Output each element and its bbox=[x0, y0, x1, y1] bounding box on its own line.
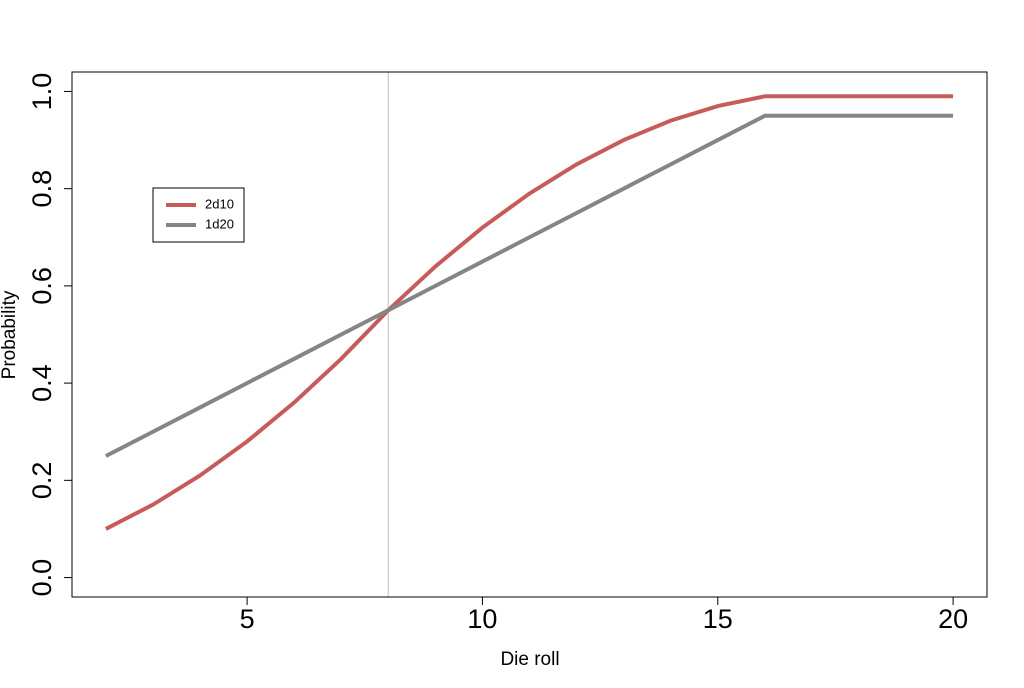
x-tick-label: 5 bbox=[240, 604, 255, 634]
y-tick-label: 0.8 bbox=[27, 170, 57, 208]
data-line bbox=[104, 113, 954, 458]
legend-label: 2d10 bbox=[205, 196, 234, 211]
y-axis-label: Probability bbox=[0, 290, 20, 379]
y-tick-label: 1.0 bbox=[27, 73, 57, 111]
x-tick-label: 15 bbox=[703, 604, 733, 634]
y-tick-label: 0.0 bbox=[27, 559, 57, 597]
y-tick-label: 0.6 bbox=[27, 267, 57, 305]
y-tick-label: 0.4 bbox=[27, 364, 57, 402]
x-tick-label: 10 bbox=[467, 604, 497, 634]
data-line bbox=[104, 94, 954, 531]
plot-box bbox=[71, 71, 988, 598]
legend-box bbox=[152, 187, 245, 243]
y-tick-label: 0.2 bbox=[27, 462, 57, 500]
x-axis-label: Die roll bbox=[500, 649, 559, 670]
legend-label: 1d20 bbox=[205, 216, 234, 231]
x-tick-label: 20 bbox=[938, 604, 968, 634]
